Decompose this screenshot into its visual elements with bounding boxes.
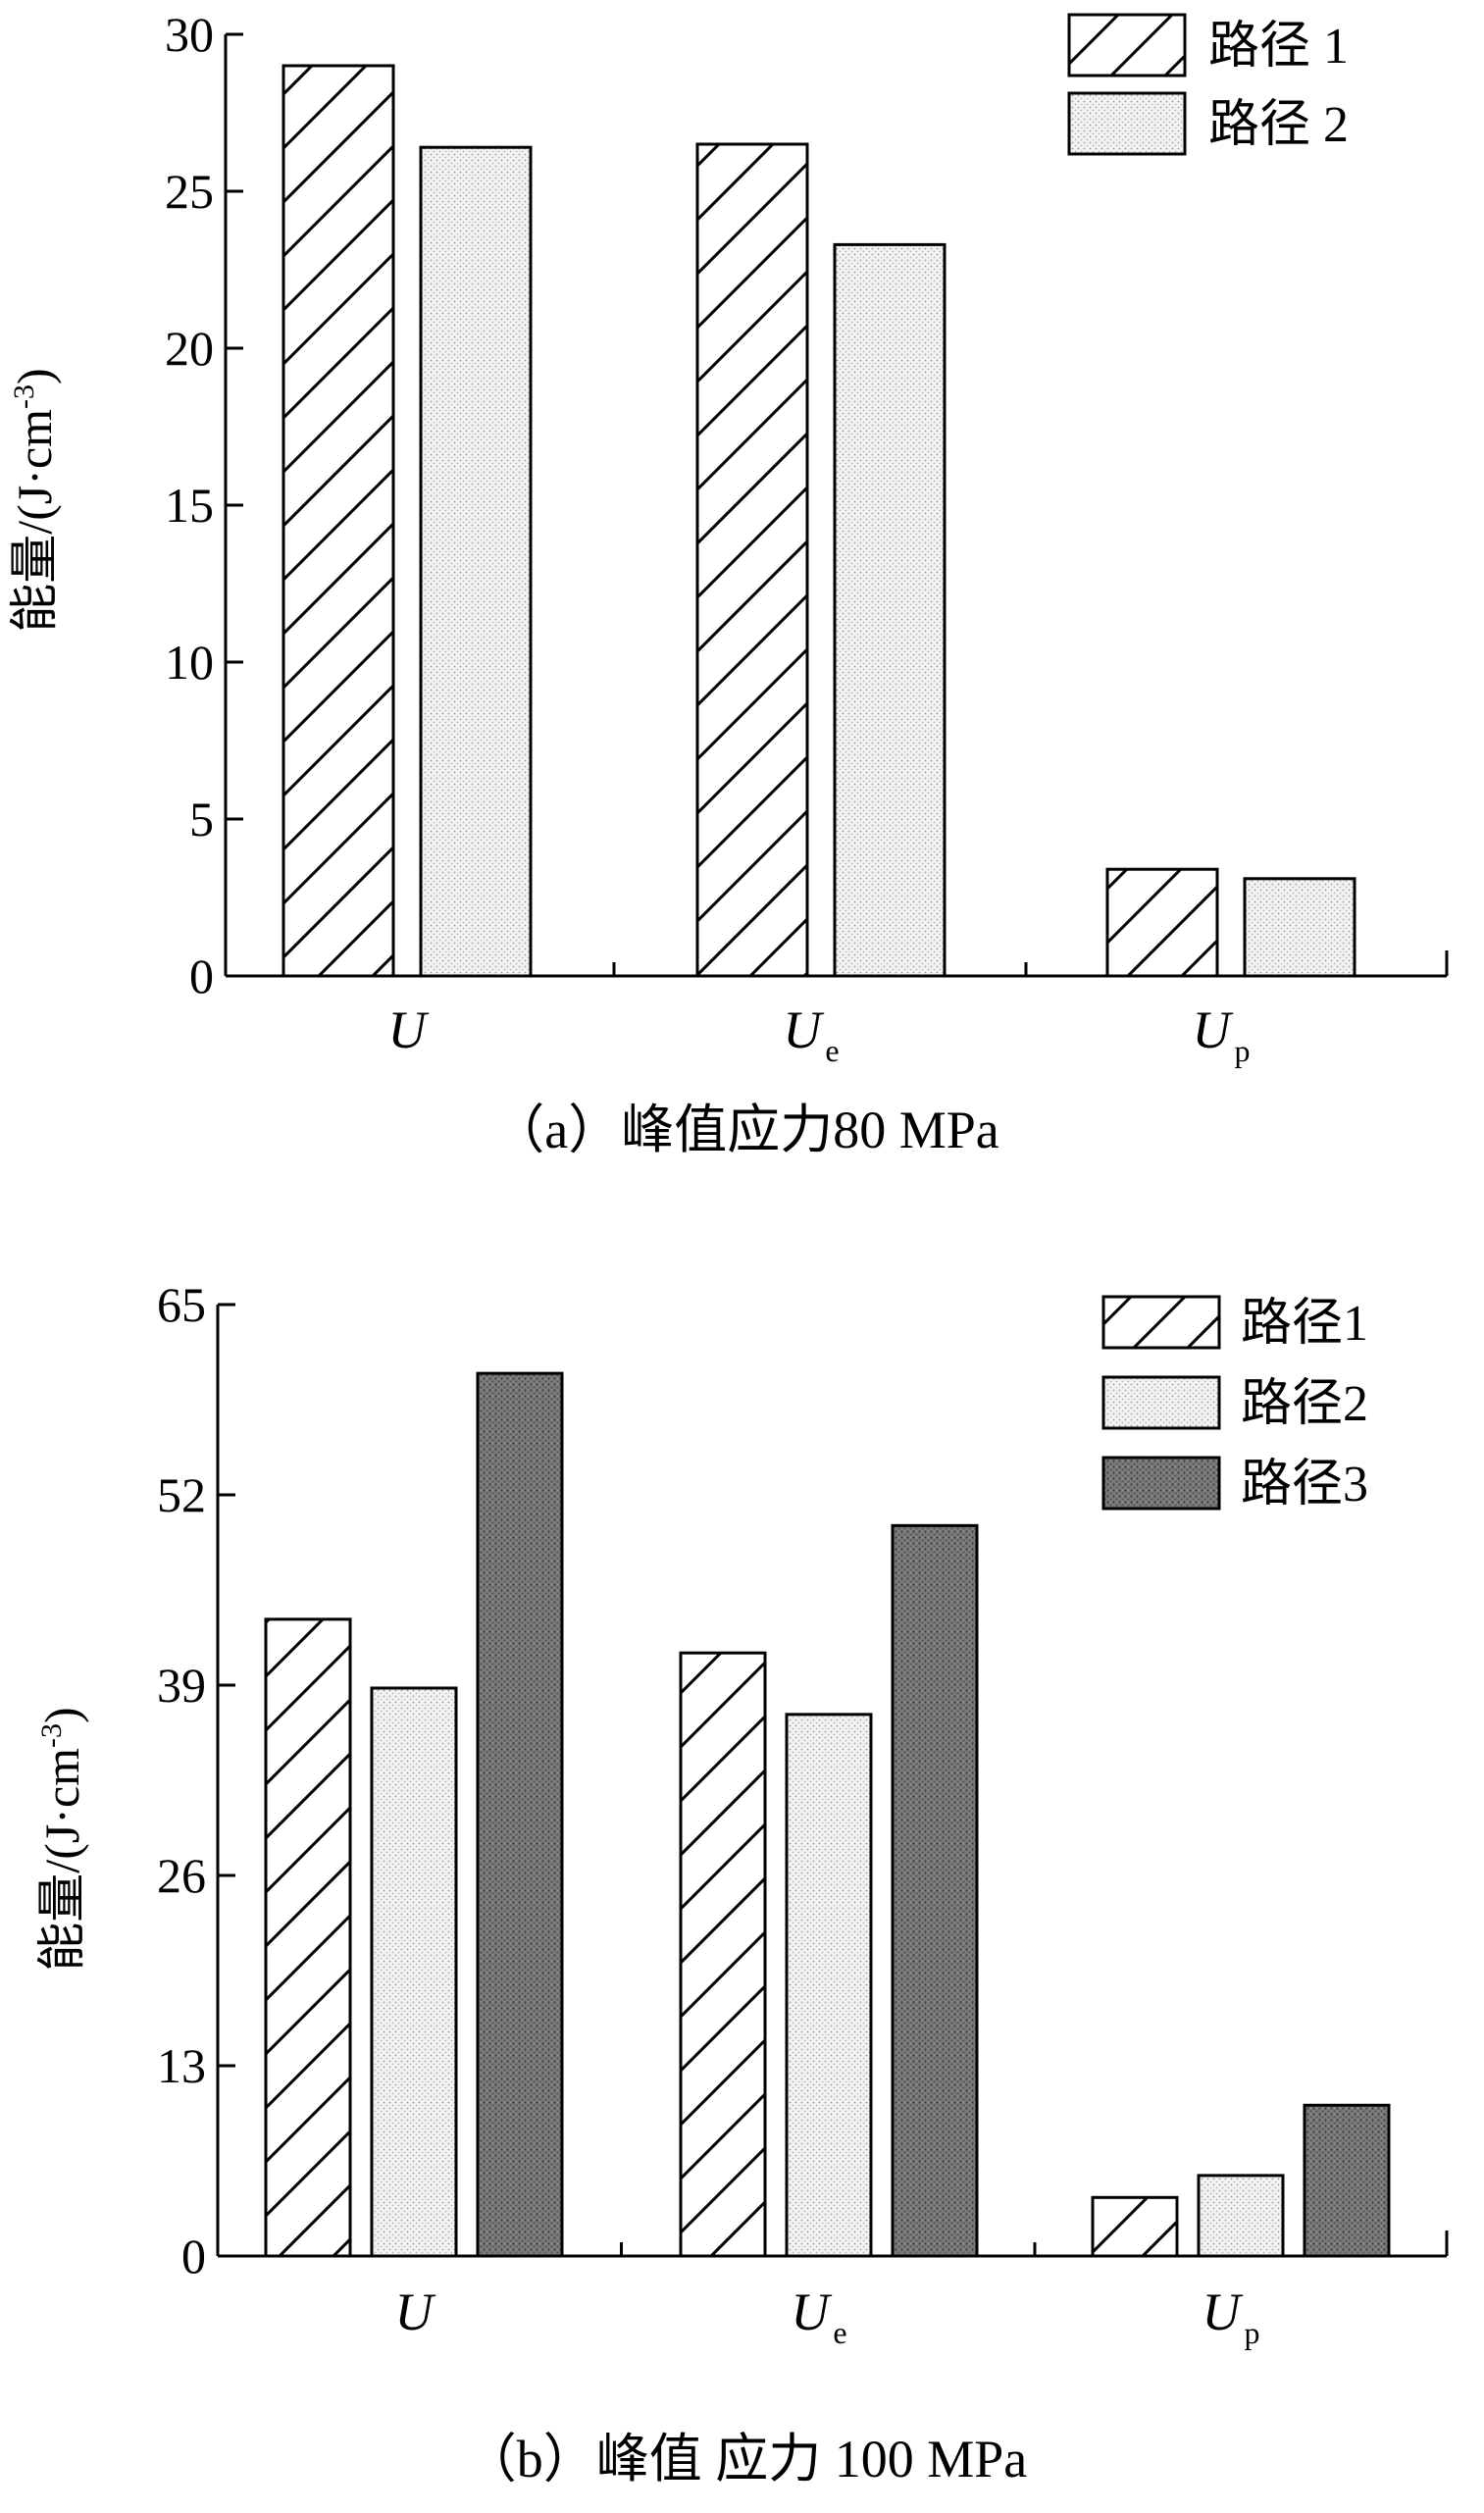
- y-tick-label: 13: [157, 2038, 206, 2093]
- bar-b-s3-c1: [476, 1371, 564, 2258]
- y-tick-label: 0: [181, 2229, 206, 2283]
- y-tick-label: 30: [165, 7, 214, 62]
- y-tick-label: 65: [157, 1277, 206, 1332]
- bar-a-s1-c1: [281, 64, 395, 978]
- chart-b-legend: 路径1 路径2 路径3: [1101, 1295, 1368, 1513]
- legend-swatch-2: [1067, 91, 1187, 156]
- x-category-label: U: [395, 2282, 436, 2341]
- bar-b-s3-c3: [1303, 2103, 1391, 2258]
- bar-a-s2-c2: [833, 242, 947, 978]
- y-tick-label: 39: [157, 1658, 206, 1713]
- chart-b-y-ticks: 0 13 26 39 52 65: [157, 1277, 235, 2283]
- y-tick-label: 52: [157, 1467, 206, 1522]
- y-tick-label: 0: [189, 949, 214, 1003]
- legend-swatch-1: [1067, 13, 1187, 77]
- y-tick-label: 15: [165, 478, 214, 533]
- legend-label-2: 路径2: [1241, 1376, 1368, 1432]
- bar-b-s3-c2: [891, 1523, 979, 2258]
- bar-a-s2-c3: [1243, 877, 1356, 978]
- chart-a-bars: [281, 64, 1356, 978]
- legend-swatch-2: [1101, 1375, 1221, 1430]
- legend-swatch-1: [1101, 1295, 1221, 1350]
- legend-swatch-3: [1101, 1456, 1221, 1511]
- bar-b-s2-c3: [1197, 2174, 1285, 2258]
- bar-b-s1-c1: [264, 1617, 352, 2258]
- bar-b-s2-c2: [785, 1713, 873, 2258]
- chart-b-y-axis-label: 能量/(J·cm-3): [34, 1707, 89, 1971]
- chart-b-title: （b）峰值 应力 100 MPa: [464, 2430, 1028, 2488]
- bar-a-s1-c2: [695, 142, 809, 978]
- y-tick-label: 20: [165, 321, 214, 376]
- bar-b-s1-c2: [679, 1651, 767, 2258]
- bar-a-s2-c1: [419, 145, 533, 978]
- bar-a-s1-c3: [1105, 867, 1219, 978]
- chart-a-legend: 路径 1 路径 2: [1067, 13, 1349, 156]
- legend-label-1: 路径 1: [1208, 19, 1349, 75]
- x-category-label: U: [388, 1000, 430, 1059]
- legend-label-2: 路径 2: [1208, 97, 1349, 153]
- bar-b-s1-c3: [1091, 2195, 1179, 2258]
- chart-a-title: （a）峰值应力80 MPa: [491, 1101, 999, 1159]
- legend-label-1: 路径1: [1241, 1296, 1368, 1352]
- chart-a-y-axis-label: 能量/(J·cm-3): [7, 368, 62, 632]
- chart-a-y-ticks: 0 5 10 15 20 25 30: [165, 7, 243, 1003]
- bar-b-s2-c1: [370, 1686, 458, 2258]
- chart-b-bars: [264, 1371, 1391, 2258]
- y-tick-label: 26: [157, 1848, 206, 1903]
- y-tick-label: 10: [165, 635, 214, 690]
- y-tick-label: 25: [165, 164, 214, 219]
- y-tick-label: 5: [189, 792, 214, 846]
- legend-label-3: 路径3: [1241, 1457, 1368, 1513]
